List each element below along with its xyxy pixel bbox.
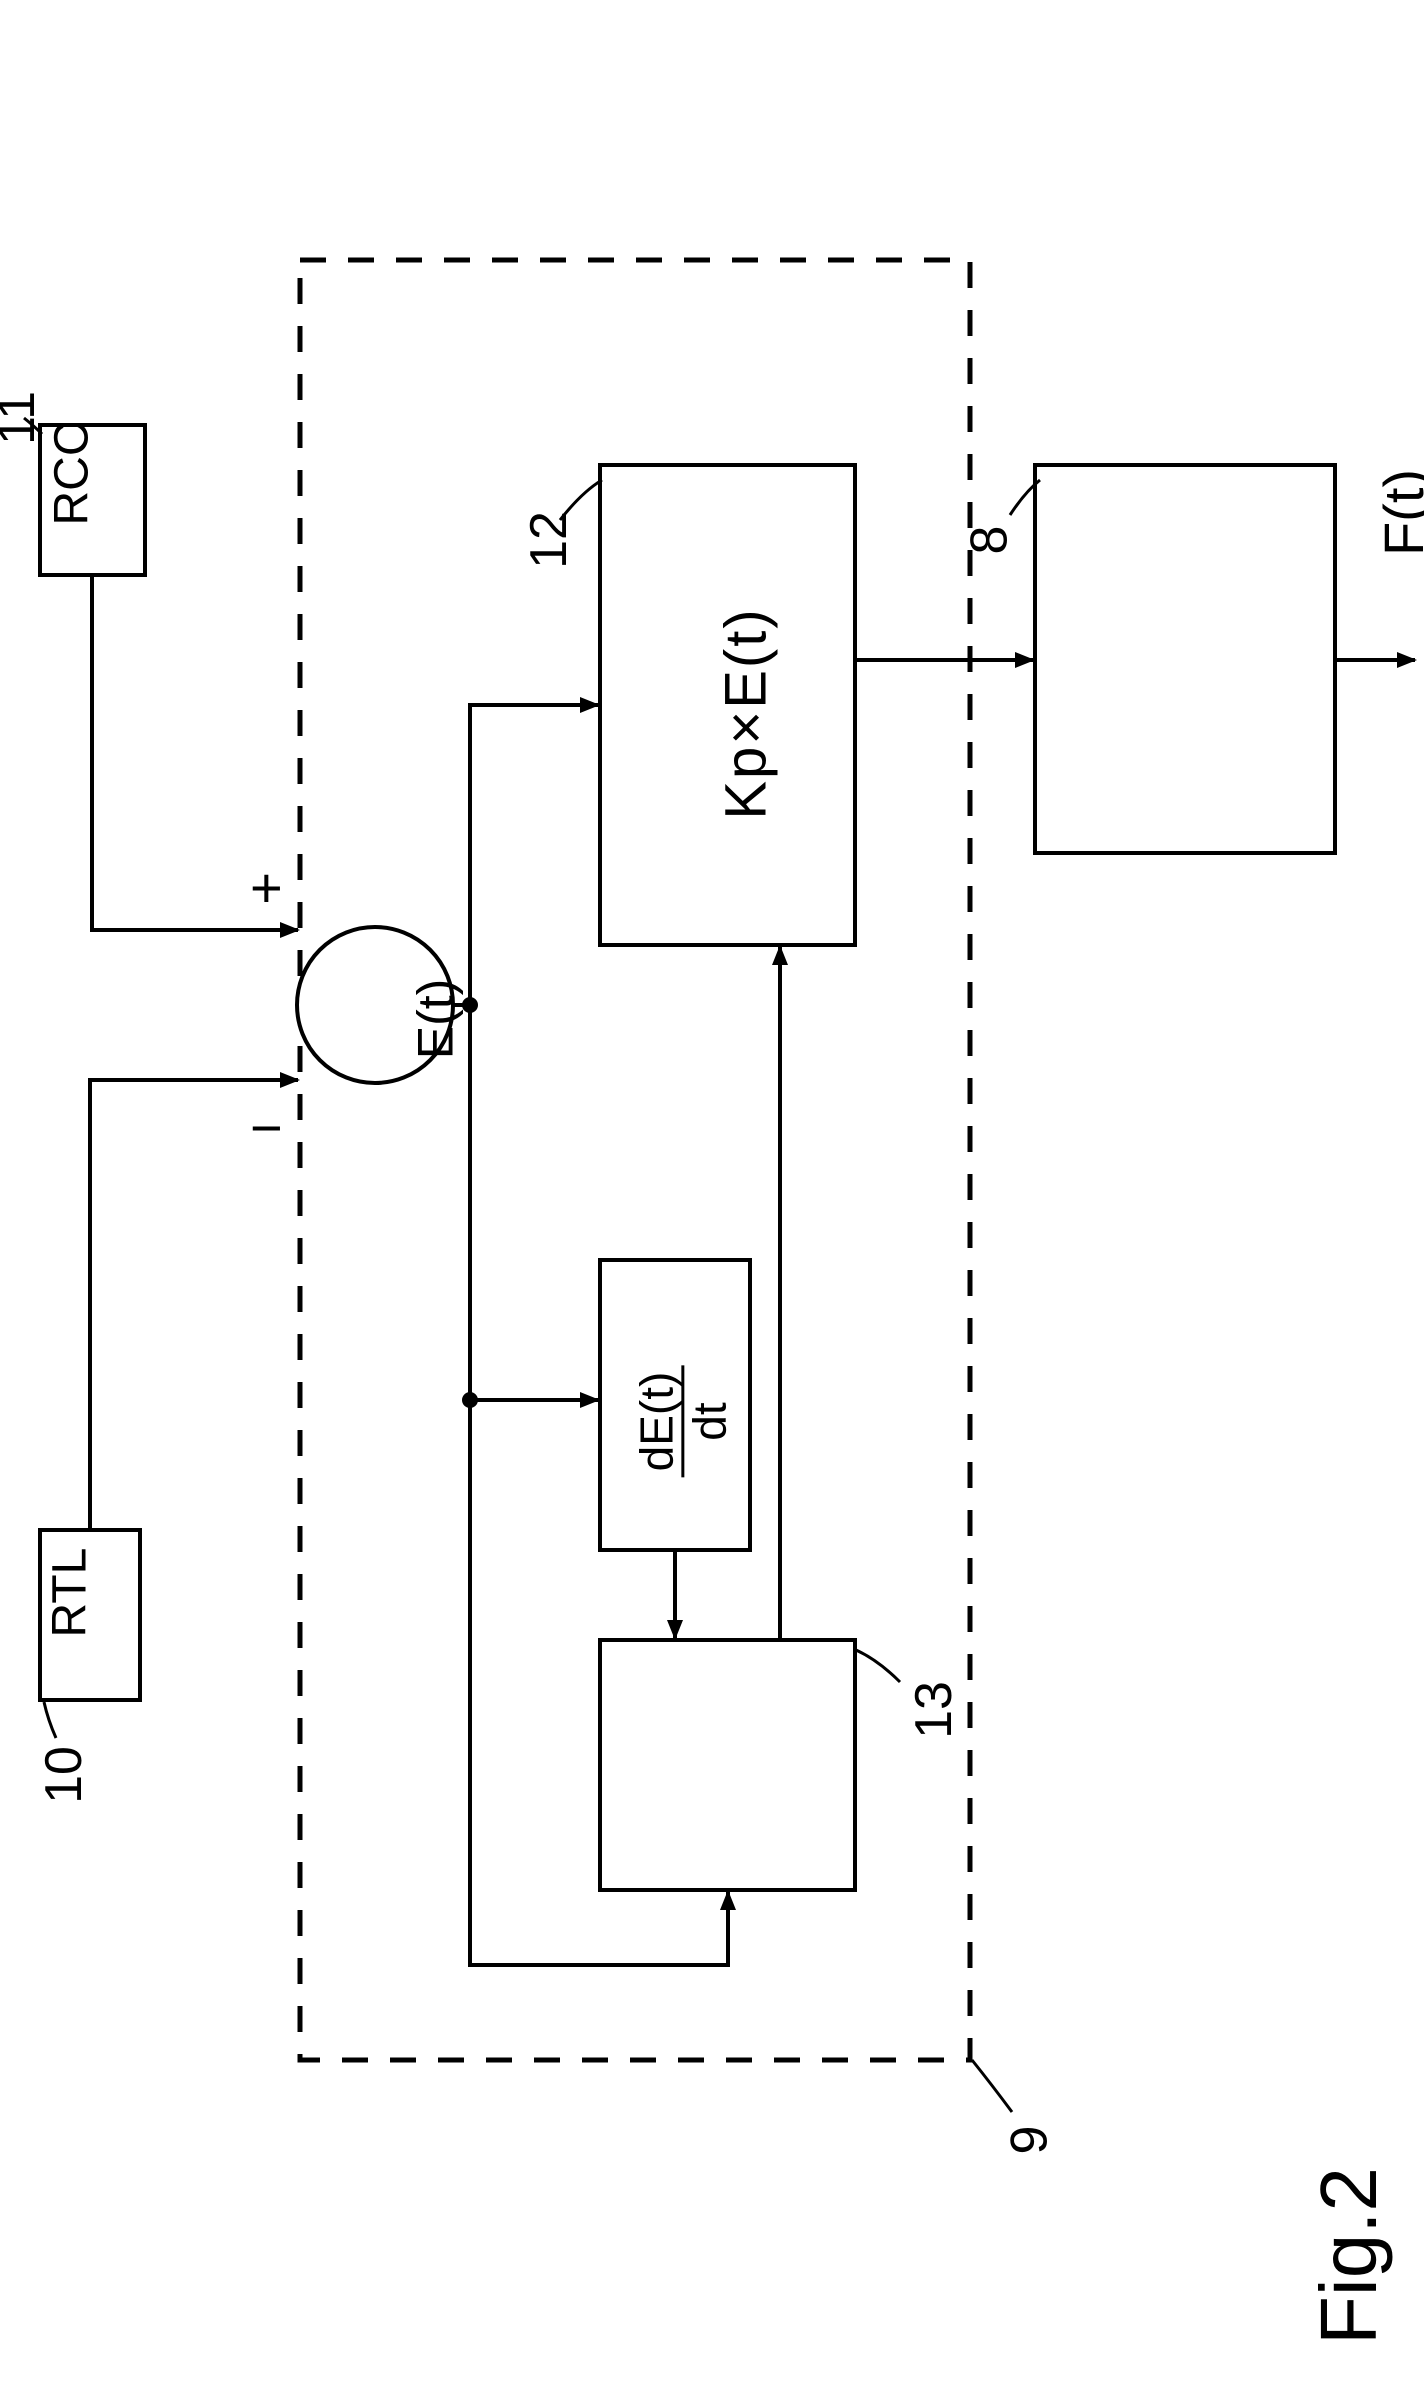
figure-caption: Fig.2 (1303, 2167, 1395, 2345)
group-border (300, 260, 968, 2060)
adapt-ref: 13 (904, 1681, 964, 1739)
figure-canvas: RCC 11 RTL 10 + − E(t) Kp×E(t) 12 dE(t) … (0, 0, 1424, 2405)
diagram (0, 0, 1424, 2405)
rcc-label: RCC (45, 486, 100, 526)
connections-svg-main (0, 0, 1424, 2405)
rcc-ref: 11 (0, 391, 47, 445)
kp-ref: 12 (519, 511, 579, 569)
deriv-den: dt (684, 1396, 732, 1446)
deriv-block-label: dE(t) dt (629, 1366, 732, 1478)
sum-minus: − (250, 1095, 283, 1160)
connections-svg (0, 0, 1424, 2405)
output-signal-label: F(t) (1371, 469, 1424, 556)
rtl-ref: 10 (34, 1746, 94, 1804)
deriv-num: dE(t) (633, 1366, 684, 1478)
group-ref: 9 (999, 2126, 1059, 2155)
sum-plus: + (250, 855, 283, 920)
rtl-label: RTL (43, 1598, 98, 1638)
kp-block-label: Kp×E(t) (713, 607, 780, 819)
out-ref: 8 (959, 526, 1019, 555)
error-signal-label: E(t) (406, 979, 464, 1060)
